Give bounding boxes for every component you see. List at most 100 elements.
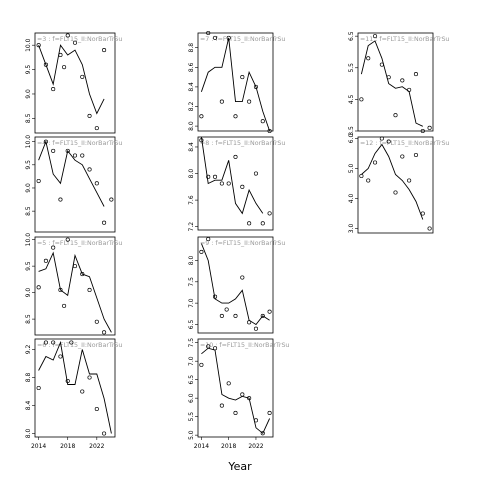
data-point — [199, 249, 204, 254]
data-point — [420, 211, 425, 216]
data-point — [366, 56, 371, 61]
fitted-line — [361, 143, 424, 220]
panel-frame — [197, 338, 274, 438]
data-point — [427, 226, 432, 231]
y-tick-label: 8.6 — [188, 62, 195, 72]
y-tick-label: 6.5 — [348, 31, 355, 41]
data-point — [80, 272, 85, 277]
data-point — [212, 35, 218, 40]
data-point — [247, 221, 252, 226]
x-tick-label: 2022 — [89, 443, 104, 450]
y-tick-label: 4.0 — [348, 194, 355, 204]
y-tick-label: 8.5 — [25, 113, 32, 123]
data-point — [359, 97, 364, 102]
y-tick-label: 7.6 — [188, 195, 195, 205]
data-point — [219, 313, 224, 318]
data-point — [51, 340, 56, 345]
data-point — [80, 389, 85, 394]
x-tick-label: 2018 — [221, 443, 236, 450]
y-tick-label: 6.0 — [188, 393, 195, 403]
y-tick-label: 8.8 — [25, 373, 32, 383]
y-tick-label: 4.5 — [348, 94, 355, 104]
panel-4: =4 : f=FLT15_II:NorBarTrSu 8.5 9.0 9.5 10.0 — [25, 135, 122, 233]
data-point — [366, 178, 371, 183]
data-point — [62, 65, 67, 70]
panel-frame — [34, 136, 116, 233]
y-tick-label: 3.0 — [348, 224, 355, 234]
data-point — [58, 287, 63, 293]
data-point — [224, 307, 229, 312]
data-point — [359, 173, 364, 179]
data-point — [253, 171, 259, 176]
panel-3: =11 : f=FLT15_II:NorBarTrSu 3.5 4.5 5.5 6.5 — [348, 31, 449, 136]
y-tick-label: 8.2 — [188, 102, 195, 112]
data-point — [80, 74, 85, 79]
y-tick-label: 9.2 — [25, 345, 32, 355]
data-point — [260, 431, 265, 436]
data-point — [69, 340, 74, 345]
y-tick-label: 9.5 — [25, 160, 32, 170]
data-point — [109, 197, 114, 202]
data-point — [94, 126, 99, 131]
data-point — [87, 167, 92, 172]
y-tick-label: 6.0 — [348, 134, 355, 144]
panel-strip-label: =9 : f=FLT15_II:NorBarTrSu — [200, 240, 285, 247]
y-tick-label: 10.0 — [25, 233, 32, 247]
data-point — [240, 184, 245, 189]
y-tick-label: 9.5 — [25, 261, 32, 271]
data-point — [206, 174, 211, 179]
data-point — [219, 181, 224, 186]
data-point — [102, 48, 107, 53]
data-point — [233, 114, 238, 119]
panel-2: =7 : f=FLT15_II:NorBarTrSu 8.0 8.2 8.4 8.6 8.… — [188, 30, 285, 134]
panel-frame — [197, 32, 274, 132]
data-point — [65, 378, 70, 384]
data-point — [212, 346, 218, 351]
y-tick-label: 9.0 — [25, 288, 32, 298]
data-point — [65, 148, 70, 153]
data-point — [393, 190, 398, 195]
data-point — [226, 35, 231, 40]
panel-frame — [197, 236, 274, 334]
data-point — [212, 174, 218, 179]
fitted-line — [38, 140, 105, 207]
x-tick-label: 2014 — [31, 443, 46, 450]
y-tick-label: 3.5 — [348, 126, 355, 136]
data-point — [94, 181, 99, 186]
fitted-line — [38, 44, 105, 115]
data-point — [233, 410, 238, 416]
panel-frame — [34, 236, 116, 336]
data-point — [253, 418, 259, 423]
data-point — [407, 87, 412, 92]
data-point — [102, 330, 107, 335]
panel-strip-label: =10 : f=FLT15_II:NorBarTrSu — [200, 342, 289, 349]
data-point — [65, 237, 70, 242]
y-tick-label: 7.2 — [188, 222, 195, 232]
data-point — [247, 396, 252, 401]
panel-1: =3 : f=FLT15_II:NorBarTrSu 8.5 9.0 9.5 10.0 — [25, 32, 122, 134]
data-point — [87, 375, 92, 380]
data-point — [267, 128, 272, 134]
panel-frame — [357, 32, 434, 132]
data-point — [36, 385, 41, 391]
x-tick-label: 2014 — [194, 443, 209, 450]
y-tick-label: 7.5 — [188, 277, 195, 287]
panel-strip-label: =8 : f=FLT15_II:NorBarTrSu — [200, 140, 285, 147]
data-point — [393, 113, 398, 118]
y-tick-label: 5.5 — [188, 412, 195, 422]
data-point — [43, 62, 48, 67]
data-point — [372, 34, 378, 39]
data-point — [226, 181, 231, 186]
y-tick-label: 7.0 — [188, 298, 195, 308]
data-point — [240, 75, 245, 80]
data-point — [199, 362, 204, 367]
panel-frame — [34, 32, 116, 134]
fitted-line — [38, 251, 112, 333]
data-point — [36, 285, 41, 290]
data-point — [267, 211, 272, 216]
fitted-line — [201, 347, 271, 435]
panel-strip-label: =6 : f=FLT15_II:NorBarTrSu — [37, 342, 122, 349]
panel-9: =6 : f=FLT15_II:NorBarTrSu 8.0 8.4 8.8 9.2 20… — [25, 338, 122, 450]
y-tick-label: 9.5 — [25, 65, 32, 75]
